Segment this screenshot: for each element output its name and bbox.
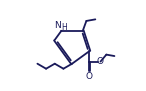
Text: O: O <box>86 72 93 81</box>
Text: O: O <box>97 57 104 66</box>
Text: H: H <box>61 23 67 32</box>
Text: N: N <box>54 21 61 30</box>
